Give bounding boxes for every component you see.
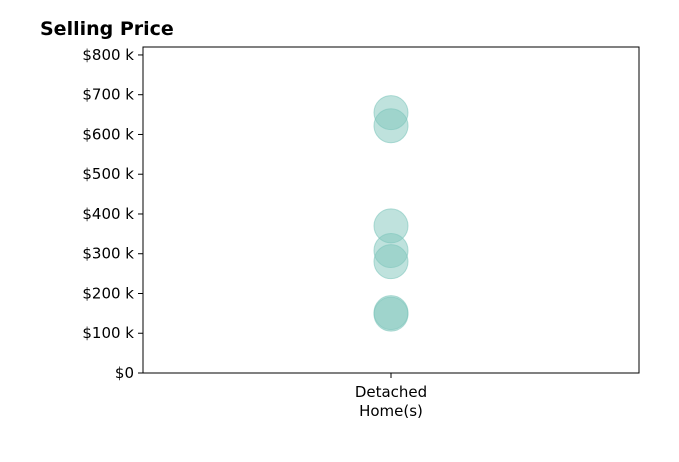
y-tick-label: $100 k (82, 324, 134, 342)
y-tick-label: $800 k (82, 46, 134, 64)
y-tick-label: $700 k (82, 86, 134, 104)
y-tick-label: $300 k (82, 245, 134, 263)
y-tick-label: $600 k (82, 125, 134, 143)
y-tick-label: $200 k (82, 284, 134, 302)
chart-title: Selling Price (40, 18, 174, 40)
data-point (373, 296, 409, 332)
y-tick-label: $500 k (82, 165, 134, 183)
x-tick-label: Detached Home(s) (355, 383, 427, 420)
data-point (373, 108, 409, 144)
y-tick-label: $0 (115, 364, 134, 382)
y-tick-label: $400 k (82, 205, 134, 223)
points-layer (373, 95, 409, 332)
x-axis: Detached Home(s) (355, 373, 427, 420)
y-axis: $0 $100 k $200 k $300 k $400 k $500 k $600 k $7… (82, 46, 143, 382)
data-point (373, 244, 409, 280)
